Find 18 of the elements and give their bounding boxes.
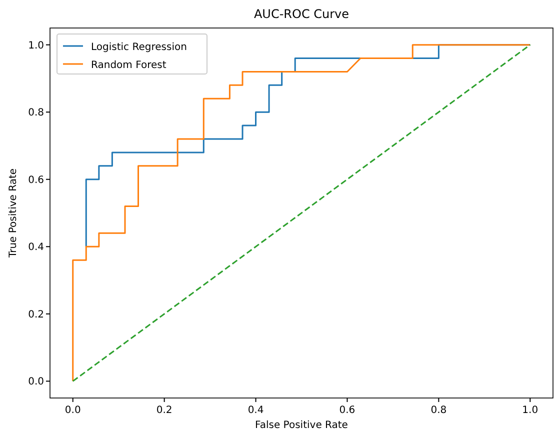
x-tick-label: 0.8 xyxy=(430,405,447,416)
x-tick-label: 0.6 xyxy=(339,405,356,416)
y-tick-label: 0.2 xyxy=(28,309,44,320)
legend-label: Logistic Regression xyxy=(91,42,187,53)
y-axis-title: True Positive Rate xyxy=(8,168,19,259)
y-tick-label: 0.4 xyxy=(28,242,44,254)
y-tick-label: 1.0 xyxy=(28,40,44,52)
x-tick-label: 0.4 xyxy=(248,405,264,416)
y-tick-label: 0.0 xyxy=(28,376,44,388)
x-axis-title: False Positive Rate xyxy=(255,420,348,431)
y-tick-label: 0.6 xyxy=(28,174,44,186)
chart-title: AUC-ROC Curve xyxy=(254,7,350,21)
y-tick-label: 0.8 xyxy=(28,108,44,119)
x-tick-label: 1.0 xyxy=(522,405,538,416)
legend-label: Random Forest xyxy=(91,60,166,71)
x-tick-label: 0.0 xyxy=(64,405,81,416)
x-tick-label: 0.2 xyxy=(156,405,172,416)
line-series xyxy=(72,44,531,382)
